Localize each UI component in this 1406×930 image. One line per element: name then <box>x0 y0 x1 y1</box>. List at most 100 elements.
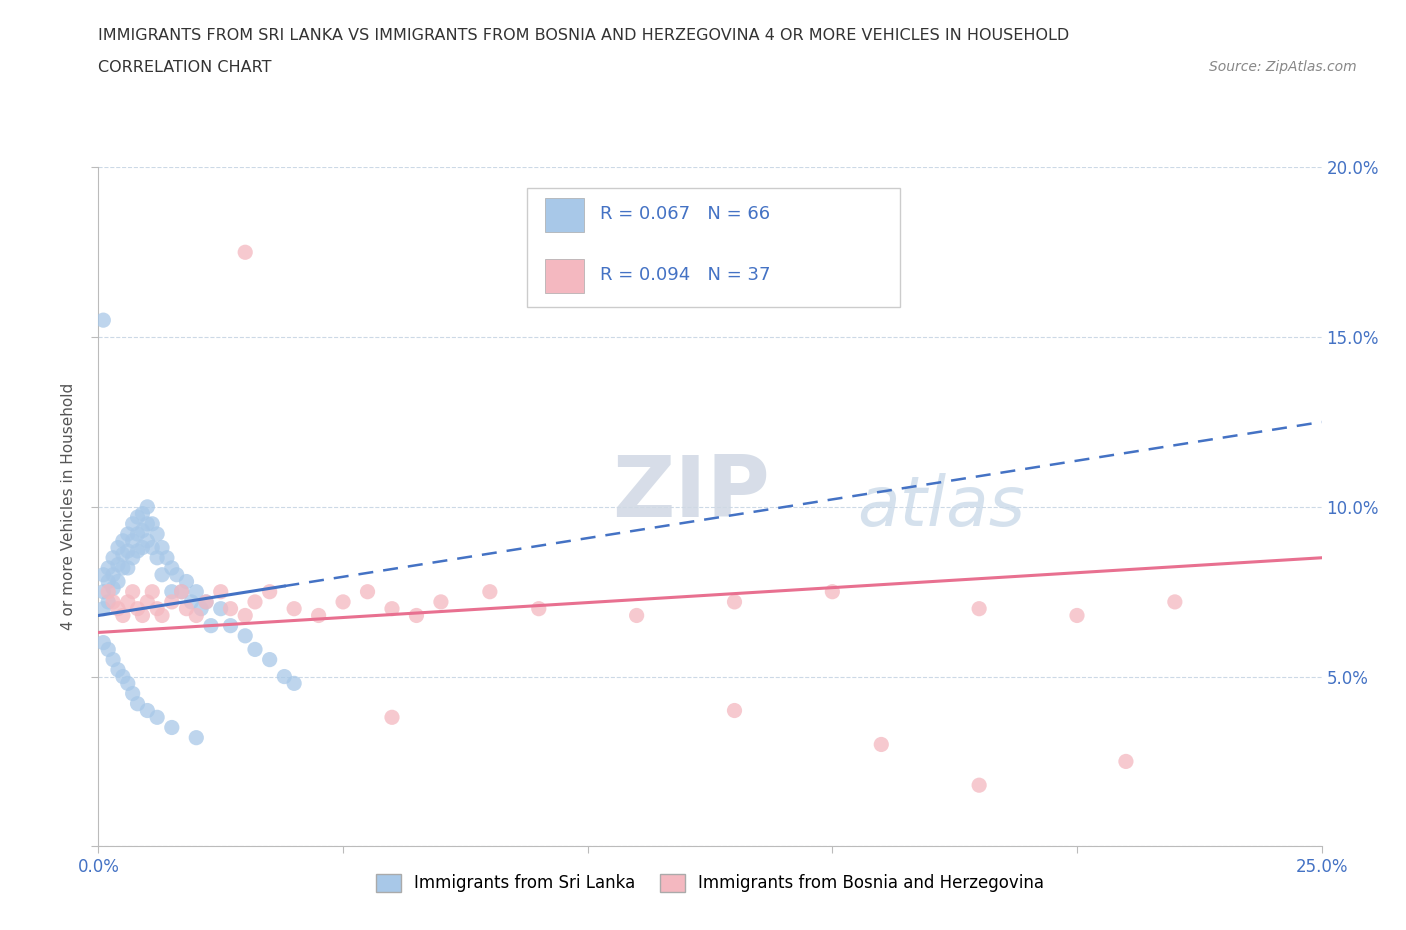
Point <box>111 547 134 562</box>
Point <box>243 594 266 609</box>
Point <box>136 534 159 549</box>
Point <box>117 594 139 609</box>
Point <box>150 567 173 582</box>
Point <box>101 551 124 565</box>
FancyBboxPatch shape <box>546 259 583 293</box>
Point <box>150 540 173 555</box>
Point <box>136 703 159 718</box>
Point <box>127 602 149 617</box>
Text: Source: ZipAtlas.com: Source: ZipAtlas.com <box>1209 60 1357 74</box>
Point <box>186 608 208 623</box>
Point <box>107 574 129 589</box>
Text: R = 0.094   N = 37: R = 0.094 N = 37 <box>600 266 770 284</box>
Point <box>127 543 149 558</box>
Point <box>131 540 153 555</box>
Point <box>176 602 198 617</box>
Point <box>478 584 501 599</box>
Point <box>870 737 893 752</box>
Point <box>107 602 129 617</box>
Point <box>186 730 208 745</box>
Point <box>111 670 134 684</box>
Point <box>97 561 120 576</box>
Point <box>107 662 129 677</box>
Point <box>160 584 183 599</box>
Point <box>127 526 149 541</box>
Point <box>195 594 218 609</box>
Point <box>186 584 208 599</box>
Point <box>146 710 169 724</box>
Point <box>626 608 648 623</box>
Point <box>160 720 183 735</box>
Legend: Immigrants from Sri Lanka, Immigrants from Bosnia and Herzegovina: Immigrants from Sri Lanka, Immigrants fr… <box>368 867 1052 899</box>
Y-axis label: 4 or more Vehicles in Household: 4 or more Vehicles in Household <box>60 383 76 631</box>
Point <box>356 584 378 599</box>
Point <box>136 499 159 514</box>
Point <box>821 584 844 599</box>
Point <box>308 608 330 623</box>
Point <box>176 574 198 589</box>
Point <box>283 602 305 617</box>
Point <box>430 594 453 609</box>
Point <box>131 524 153 538</box>
Point <box>233 608 256 623</box>
Point <box>141 540 163 555</box>
Point <box>121 516 143 531</box>
Text: CORRELATION CHART: CORRELATION CHART <box>98 60 271 75</box>
Point <box>170 584 193 599</box>
Point <box>283 676 305 691</box>
Point <box>121 551 143 565</box>
Point <box>1066 608 1088 623</box>
Point <box>131 608 153 623</box>
Point <box>243 642 266 657</box>
Point <box>117 561 139 576</box>
Point <box>127 510 149 525</box>
Point <box>160 561 183 576</box>
Point <box>1164 594 1187 609</box>
Point <box>101 567 124 582</box>
Point <box>91 602 114 617</box>
Point <box>273 670 295 684</box>
Point <box>101 652 124 667</box>
Point <box>259 584 281 599</box>
Point <box>219 602 242 617</box>
Point <box>127 697 149 711</box>
Point <box>121 686 143 701</box>
Point <box>381 710 404 724</box>
Point <box>723 703 745 718</box>
Point <box>97 574 120 589</box>
Point <box>136 516 159 531</box>
Point <box>405 608 427 623</box>
Text: R = 0.067   N = 66: R = 0.067 N = 66 <box>600 205 770 222</box>
Point <box>91 584 114 599</box>
Point <box>332 594 354 609</box>
Point <box>121 584 143 599</box>
Point <box>170 584 193 599</box>
Point <box>111 534 134 549</box>
Point <box>117 526 139 541</box>
Point <box>150 608 173 623</box>
Point <box>156 551 179 565</box>
Point <box>527 602 550 617</box>
Point <box>97 642 120 657</box>
Point <box>121 534 143 549</box>
Point <box>723 594 745 609</box>
Point <box>195 594 218 609</box>
Point <box>967 602 990 617</box>
Point <box>166 567 188 582</box>
Point <box>97 594 120 609</box>
Point <box>136 594 159 609</box>
Point <box>209 584 232 599</box>
FancyBboxPatch shape <box>546 198 583 232</box>
Point <box>160 594 183 609</box>
Text: atlas: atlas <box>856 473 1025 540</box>
Point <box>97 584 120 599</box>
Point <box>117 676 139 691</box>
Text: IMMIGRANTS FROM SRI LANKA VS IMMIGRANTS FROM BOSNIA AND HERZEGOVINA 4 OR MORE VE: IMMIGRANTS FROM SRI LANKA VS IMMIGRANTS … <box>98 28 1070 43</box>
Point <box>259 652 281 667</box>
Point <box>190 602 212 617</box>
Point <box>101 581 124 596</box>
Point <box>131 506 153 521</box>
Point <box>91 635 114 650</box>
Point <box>146 526 169 541</box>
Point <box>141 584 163 599</box>
